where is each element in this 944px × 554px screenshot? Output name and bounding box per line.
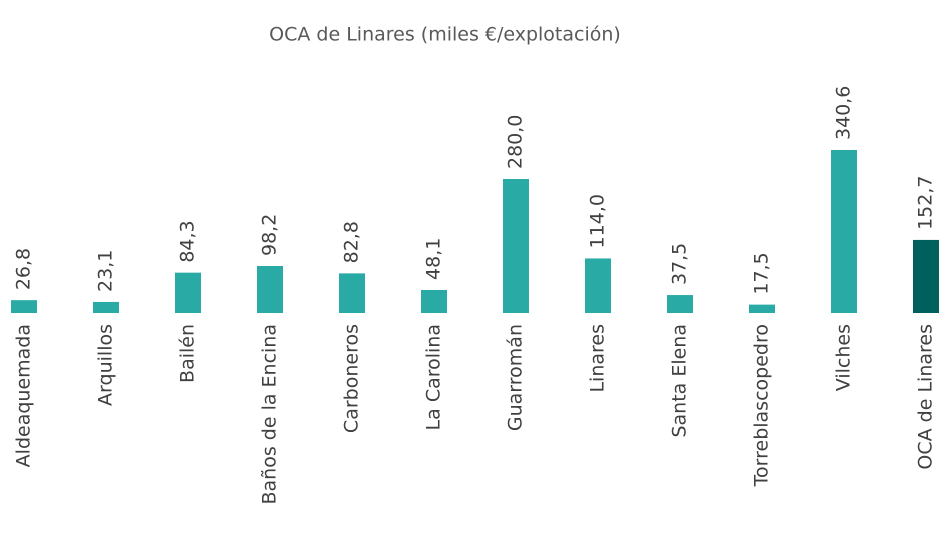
chart-title: OCA de Linares (miles €/explotación) bbox=[269, 24, 621, 46]
x-tick-label: Arquillos bbox=[95, 324, 117, 406]
bar bbox=[667, 295, 693, 313]
x-tick-label: Vilches bbox=[833, 324, 855, 391]
x-tick-label: Torreblascopedro bbox=[751, 324, 773, 487]
value-label: 340,6 bbox=[833, 86, 855, 140]
value-label: 98,2 bbox=[259, 214, 281, 256]
x-tick-label: Aldeaquemada bbox=[13, 324, 35, 467]
bar bbox=[585, 258, 611, 313]
value-label: 23,1 bbox=[95, 250, 117, 292]
bar bbox=[749, 304, 775, 313]
value-label: 37,5 bbox=[669, 243, 691, 285]
bar bbox=[175, 272, 201, 313]
x-tick-label: Baños de la Encina bbox=[259, 324, 281, 505]
bar bbox=[913, 239, 939, 313]
bar bbox=[503, 179, 529, 313]
x-tick-label: OCA de Linares bbox=[915, 324, 937, 470]
x-tick-label: Bailén bbox=[177, 324, 199, 383]
value-label: 114,0 bbox=[587, 194, 609, 248]
value-label: 48,1 bbox=[423, 238, 445, 280]
bar bbox=[11, 300, 37, 313]
bar bbox=[257, 266, 283, 313]
value-label: 84,3 bbox=[177, 220, 199, 262]
value-label: 152,7 bbox=[915, 176, 937, 230]
value-label: 17,5 bbox=[751, 252, 773, 294]
x-tick-label: Guarromán bbox=[505, 324, 527, 431]
bar bbox=[421, 289, 447, 313]
x-tick-label: Carboneros bbox=[341, 324, 363, 433]
x-tick-label: La Carolina bbox=[423, 324, 445, 430]
x-tick-label: Linares bbox=[587, 324, 609, 393]
bar bbox=[339, 273, 365, 313]
bar bbox=[93, 301, 119, 313]
value-label: 280,0 bbox=[505, 115, 527, 169]
value-label: 82,8 bbox=[341, 221, 363, 263]
value-label: 26,8 bbox=[13, 248, 35, 290]
bar bbox=[831, 150, 857, 313]
x-tick-label: Santa Elena bbox=[669, 324, 691, 438]
